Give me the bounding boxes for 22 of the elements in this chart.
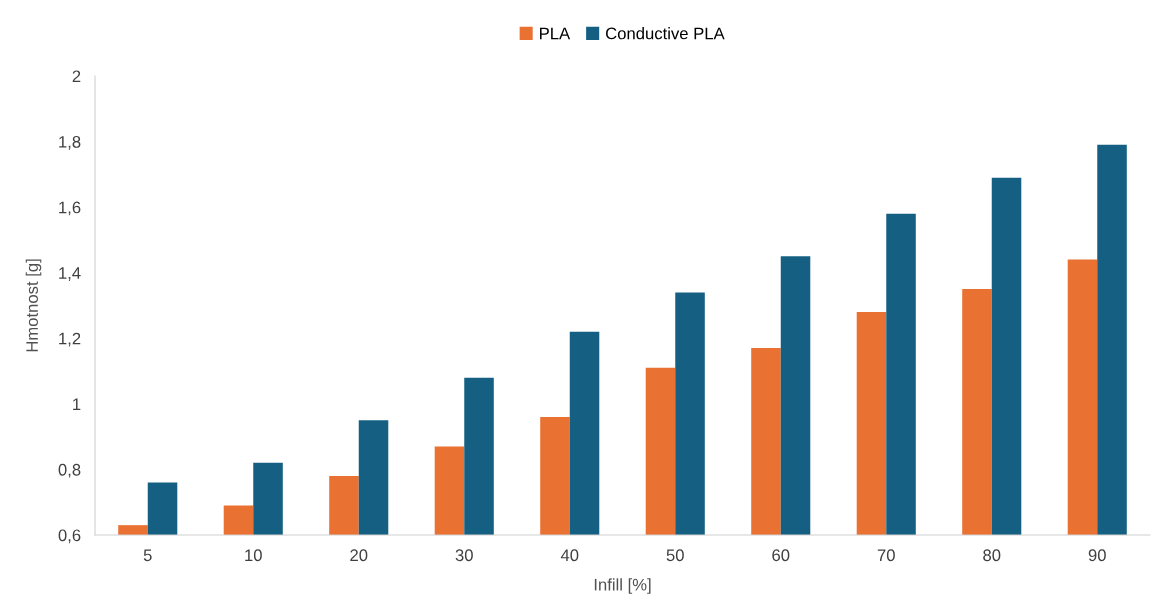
x-tick-label: 80: [983, 549, 1001, 562]
y-tick-label: 0,6: [58, 529, 81, 544]
legend-label: Conductive PLA: [606, 27, 725, 40]
x-tick-label: 10: [245, 549, 262, 562]
y-tick-label: 1,4: [59, 267, 81, 281]
y-tick-label: 0,8: [58, 463, 81, 478]
x-tick-label: 20: [350, 549, 368, 562]
y-tick-label: 1,8: [59, 135, 81, 150]
x-tick-label: 40: [560, 549, 579, 562]
y-tick-label: 1,2: [59, 332, 81, 347]
y-tick-label: 2: [72, 70, 81, 83]
y-tick-label: 1: [73, 398, 81, 410]
x-tick-label: 60: [772, 549, 790, 562]
y-axis-title: Hmotnost [g]: [25, 259, 42, 352]
x-tick-label: 50: [666, 549, 684, 562]
x-tick-label: 70: [877, 549, 895, 562]
x-tick-label: 30: [455, 549, 473, 562]
x-tick-label: 5: [143, 549, 152, 562]
x-axis-title: Infill [%]: [594, 578, 651, 594]
x-tick-label: 90: [1088, 549, 1106, 562]
y-tick-label: 1,6: [59, 201, 81, 216]
legend-label: PLA: [540, 27, 571, 40]
